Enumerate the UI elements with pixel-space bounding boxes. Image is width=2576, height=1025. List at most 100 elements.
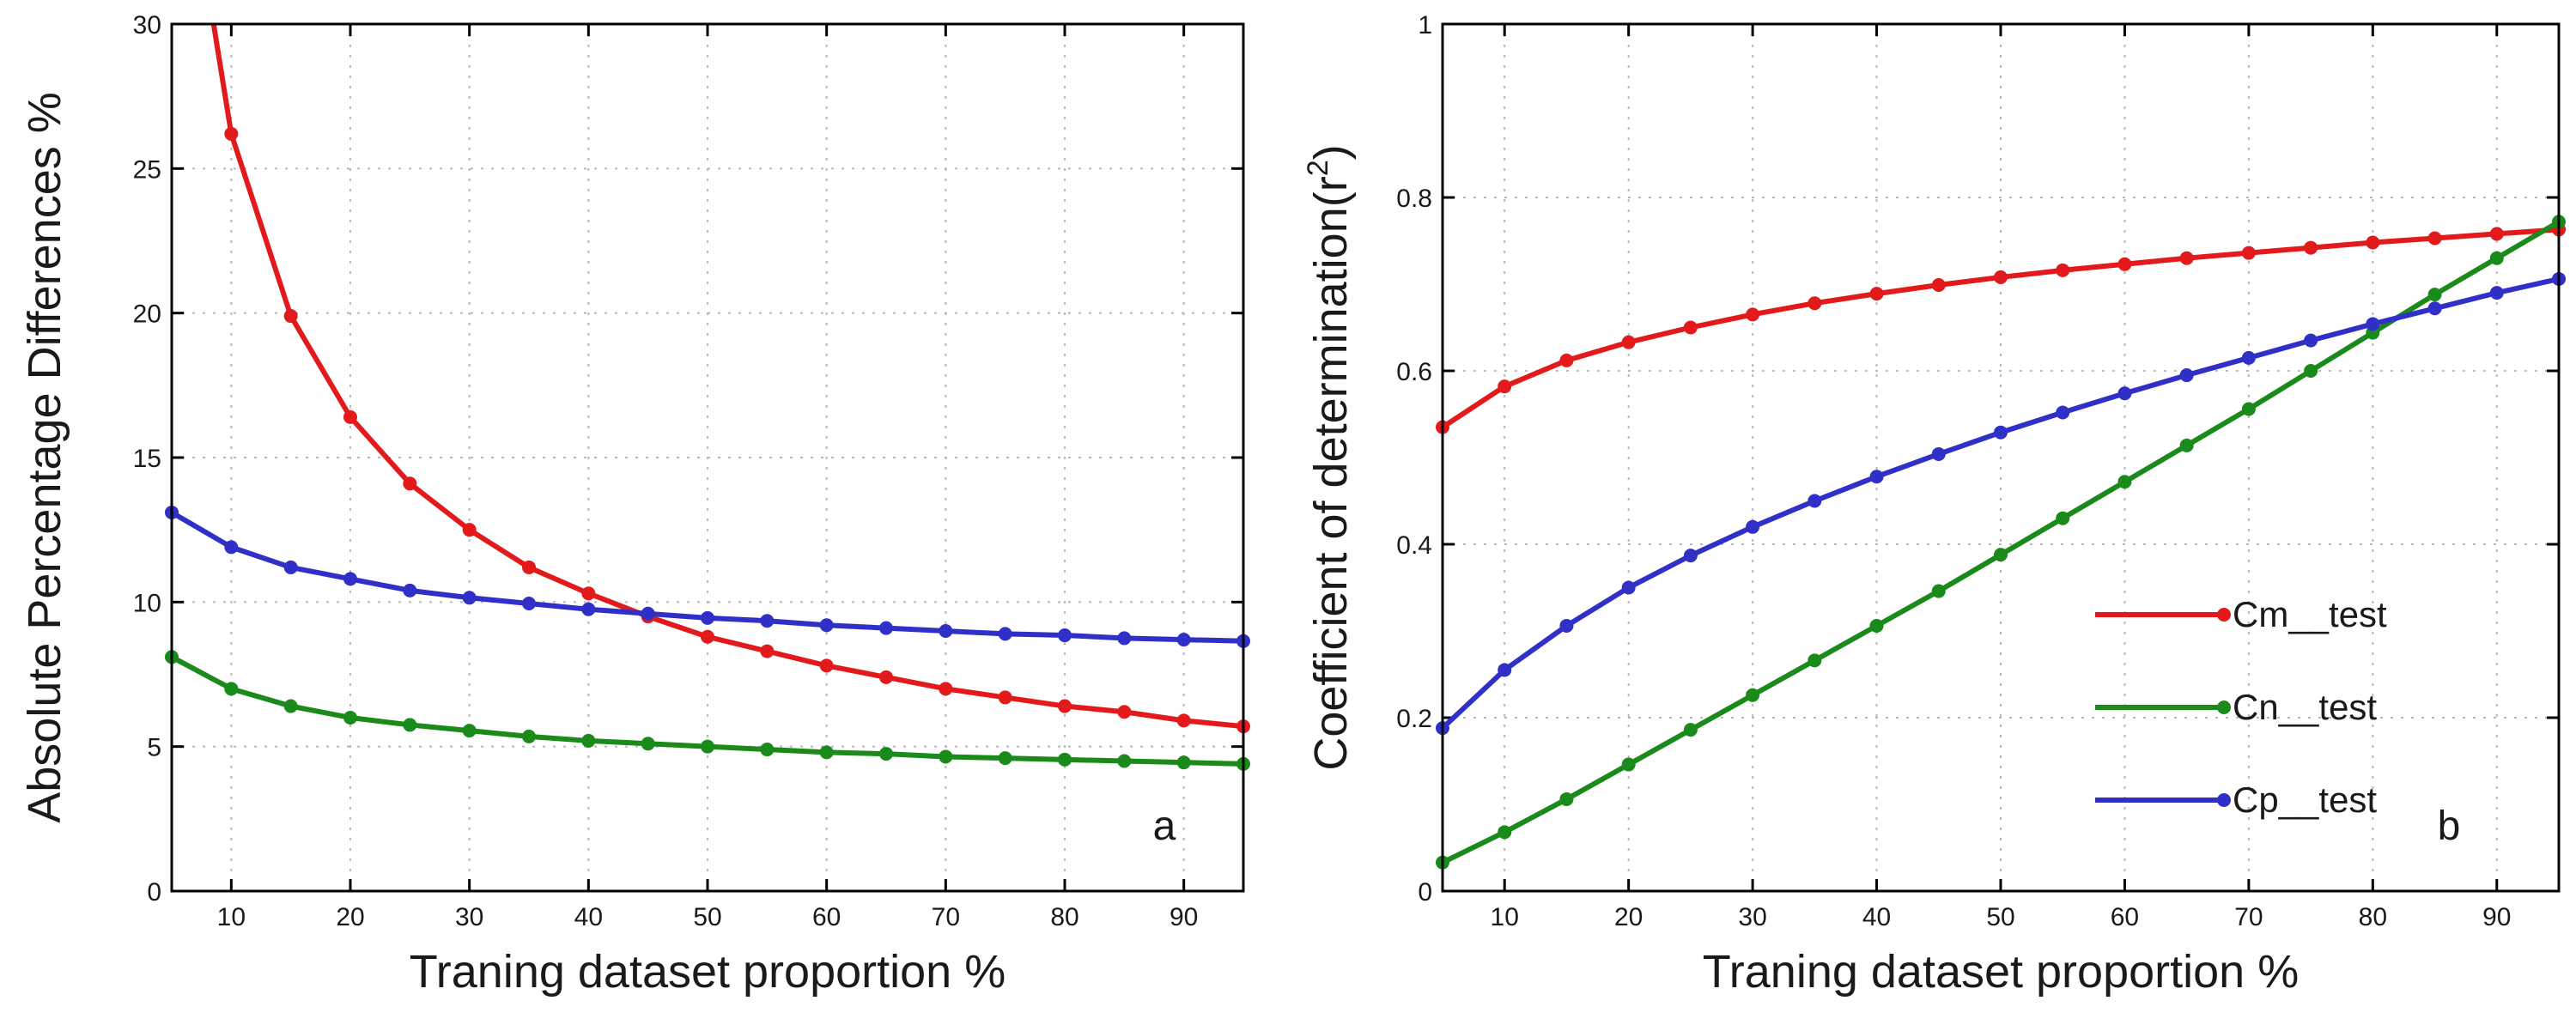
data-point (2117, 257, 2132, 271)
data-point (462, 591, 477, 605)
x-tick-label: 80 (2359, 903, 2387, 931)
data-point (879, 621, 893, 635)
legend-label: Cm__test (2233, 594, 2387, 634)
data-point (641, 606, 655, 621)
data-point (2056, 405, 2070, 420)
data-point (2489, 251, 2504, 265)
data-point (1931, 584, 1946, 598)
data-point (998, 751, 1012, 766)
x-tick-label: 30 (455, 903, 483, 931)
data-point (2366, 317, 2380, 331)
x-tick-label: 60 (812, 903, 841, 931)
series-cp (1436, 271, 2566, 736)
legend-item-cm: Cm__test (2095, 594, 2387, 634)
data-point (1683, 320, 1698, 335)
x-tick-label: 10 (1491, 903, 1519, 931)
legend-label: Cp__test (2233, 779, 2377, 820)
data-point (701, 739, 714, 754)
series-cp (165, 505, 1250, 648)
data-point (2179, 368, 2194, 383)
data-point (522, 560, 536, 574)
x-tick-label: 20 (336, 903, 364, 931)
data-point (2117, 386, 2132, 401)
y-tick-label: 1 (1418, 11, 1432, 39)
data-point (2304, 364, 2318, 378)
x-tick-label: 40 (574, 903, 603, 931)
data-point (1621, 580, 1636, 595)
data-point (2427, 288, 2442, 302)
data-point (522, 729, 536, 743)
data-point (1058, 752, 1072, 767)
x-tick-label: 90 (2482, 903, 2511, 931)
x-tick-label: 80 (1050, 903, 1078, 931)
x-axis-label: Traning dataset proportion % (410, 946, 1005, 998)
y-tick-label: 0.8 (1396, 185, 1432, 213)
data-point (403, 718, 417, 732)
data-point (462, 724, 477, 738)
series-cn (165, 650, 1250, 771)
data-point (879, 670, 893, 684)
legend-item-cp: Cp__test (2095, 779, 2377, 820)
data-point (1994, 548, 2008, 562)
data-point (343, 711, 357, 725)
data-point (1994, 270, 2008, 284)
data-point (2179, 251, 2194, 265)
data-point (998, 627, 1012, 641)
legend-label: Cn__test (2233, 687, 2377, 727)
x-tick-label: 30 (1738, 903, 1766, 931)
x-tick-label: 20 (1614, 903, 1643, 931)
series-line-cm (1443, 227, 2559, 430)
data-point (283, 309, 298, 324)
data-point (1746, 519, 1760, 534)
x-tick-label: 50 (1986, 903, 2014, 931)
data-point (1117, 631, 1132, 646)
data-point (1176, 633, 1191, 647)
data-point (2241, 402, 2256, 416)
data-point (2304, 240, 2318, 255)
y-tick-label: 20 (133, 300, 161, 329)
y-tick-label: 0 (147, 878, 161, 907)
y-tick-label: 0.2 (1396, 705, 1432, 733)
data-point (1498, 663, 1512, 677)
data-point (2056, 263, 2070, 277)
data-point (760, 743, 775, 757)
data-point (283, 699, 298, 713)
x-tick-label: 70 (2234, 903, 2263, 931)
legend-swatch-marker (2217, 608, 2231, 622)
data-point (1117, 705, 1132, 719)
data-point (1807, 653, 1822, 668)
data-point (1559, 353, 1574, 367)
data-point (879, 747, 893, 761)
data-point (701, 610, 714, 625)
data-point (2056, 511, 2070, 525)
data-point (2489, 227, 2504, 241)
panel-letter: a (1153, 804, 1176, 849)
data-point (2117, 475, 2132, 489)
data-point (522, 597, 536, 611)
data-point (2366, 235, 2380, 250)
y-axis-label: Absolute Percentage Differences % (19, 92, 70, 823)
data-point (2427, 301, 2442, 316)
data-point (939, 749, 953, 764)
data-point (1176, 755, 1191, 770)
data-point (939, 624, 953, 638)
data-point (1058, 699, 1072, 713)
data-point (343, 409, 357, 424)
data-point (701, 629, 714, 644)
y-tick-label: 10 (133, 589, 161, 617)
data-point (1683, 723, 1698, 737)
x-axis-label: Traning dataset proportion % (1703, 946, 2299, 998)
data-point (2304, 333, 2318, 348)
data-point (1807, 296, 1822, 311)
legend-swatch-marker (2217, 701, 2231, 714)
data-point (581, 602, 596, 616)
data-point (1931, 446, 1946, 461)
series-cm (1436, 222, 2566, 434)
data-point (1869, 470, 1884, 484)
data-point (1498, 379, 1512, 394)
data-point (1559, 618, 1574, 633)
x-tick-label: 40 (1862, 903, 1891, 931)
y-tick-label: 5 (147, 734, 161, 762)
y-axis-label-end: ) (1305, 144, 1357, 160)
